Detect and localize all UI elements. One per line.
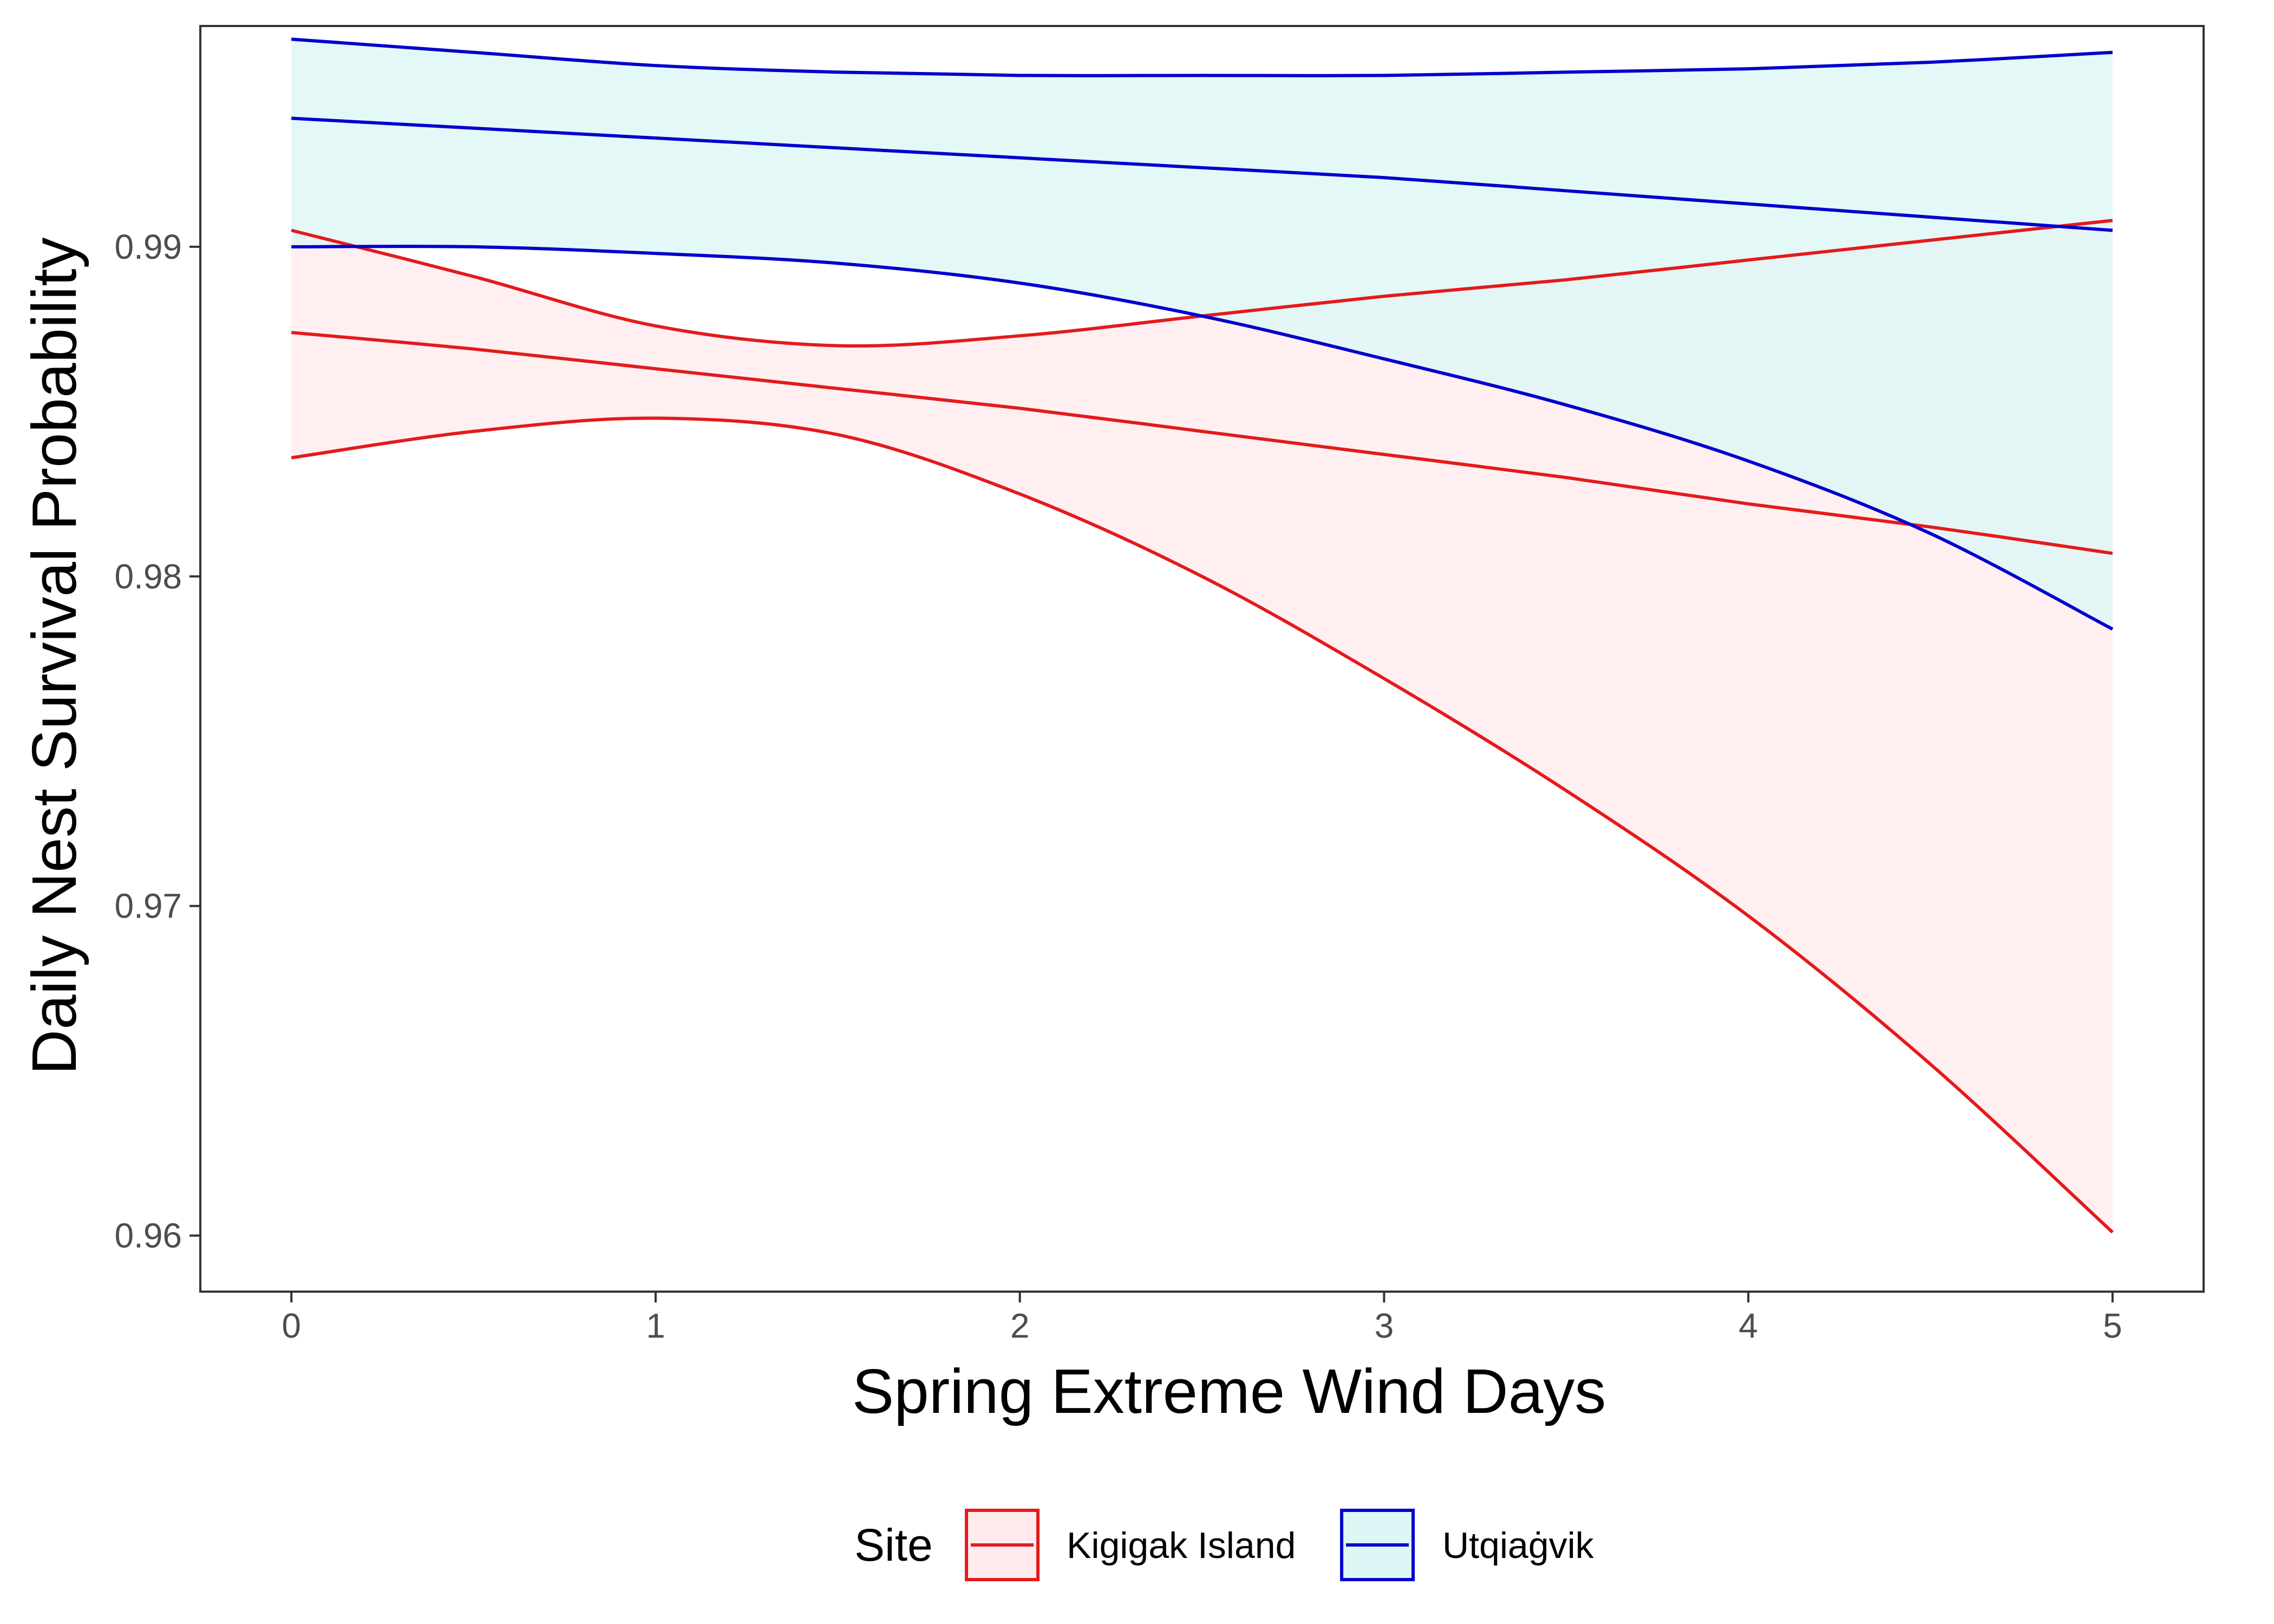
x-axis-title: Spring Extreme Wind Days bbox=[852, 1356, 1606, 1426]
mean-line-0 bbox=[291, 331, 2113, 555]
lower-bound-line-1 bbox=[291, 245, 2114, 631]
legend-label-0: Kigigak Island bbox=[1067, 1525, 1296, 1566]
plot-area bbox=[291, 37, 2114, 1234]
y-tick-label: 0.96 bbox=[114, 1216, 182, 1255]
x-tick-label: 4 bbox=[1739, 1306, 1758, 1345]
plot-frame bbox=[199, 25, 2205, 1293]
y-axis: 0.96 0.97 0.98 0.99 bbox=[114, 227, 200, 1255]
x-tick-label: 1 bbox=[646, 1306, 665, 1345]
x-axis: 0 1 2 3 4 5 bbox=[282, 1292, 2122, 1345]
y-tick-label: 0.98 bbox=[114, 557, 182, 596]
mean-line-1 bbox=[291, 116, 2113, 232]
x-tick-label: 0 bbox=[282, 1306, 301, 1345]
x-tick-label: 2 bbox=[1010, 1306, 1030, 1345]
x-tick-label: 5 bbox=[2103, 1306, 2122, 1345]
y-tick-label: 0.97 bbox=[114, 887, 182, 926]
legend-label-1: Utqiaġvik bbox=[1442, 1525, 1595, 1566]
confidence-band-1 bbox=[291, 39, 2113, 630]
y-axis-title: Daily Nest Survival Probability bbox=[19, 237, 89, 1075]
upper-bound-line-1 bbox=[291, 37, 2113, 77]
lower-bound-line-0 bbox=[291, 416, 2114, 1234]
legend: Site Kigigak Island Utqiaġvik bbox=[854, 1509, 1595, 1581]
legend-title: Site bbox=[854, 1520, 933, 1570]
confidence-band-0 bbox=[291, 220, 2113, 1233]
y-tick-label: 0.99 bbox=[114, 227, 182, 266]
x-tick-label: 3 bbox=[1375, 1306, 1394, 1345]
